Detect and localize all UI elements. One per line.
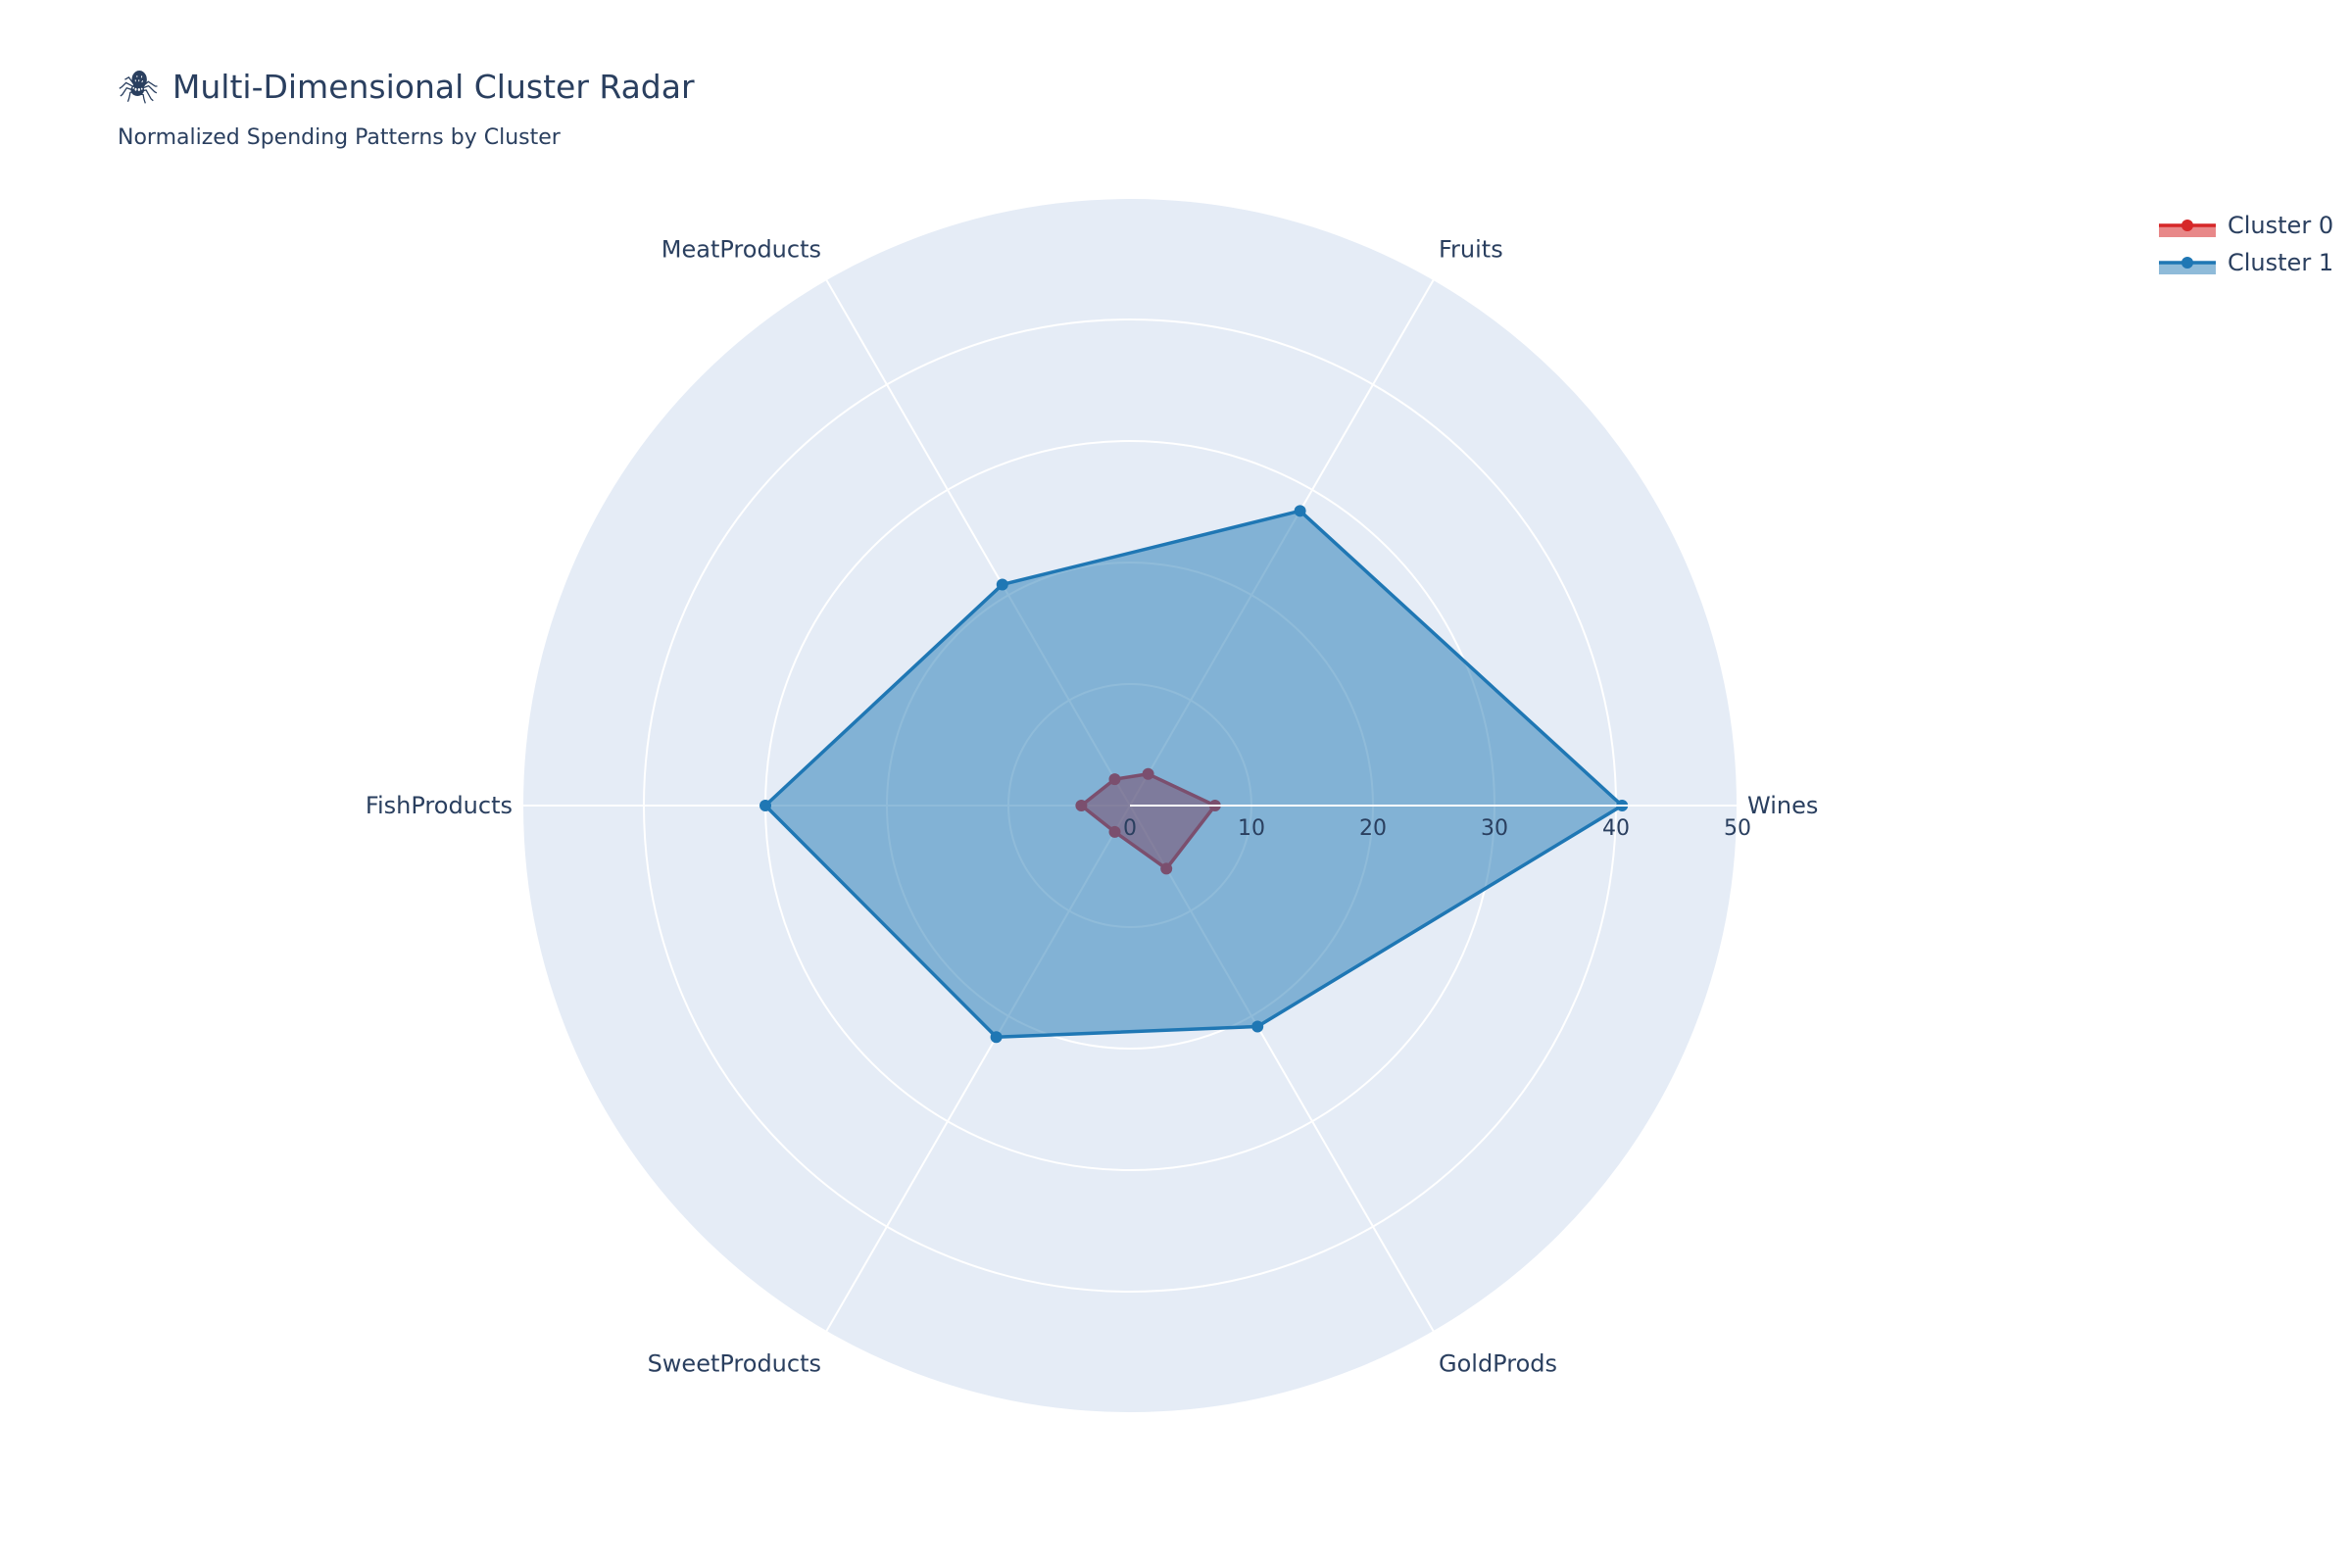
data-point — [760, 800, 771, 811]
data-point — [990, 1031, 1003, 1044]
radial-tick-label: 20 — [1359, 816, 1387, 841]
category-label: FishProducts — [366, 792, 513, 819]
data-point — [1294, 505, 1306, 517]
radial-tick-label: 10 — [1238, 816, 1265, 841]
chart-title: 🕷 Multi-Dimensional Cluster Radar — [118, 68, 695, 106]
category-label: MeatProducts — [662, 235, 821, 263]
radial-tick-label: 40 — [1602, 816, 1630, 841]
category-label: GoldProds — [1439, 1350, 1557, 1378]
category-label: SweetProducts — [648, 1350, 821, 1378]
category-label: Fruits — [1439, 235, 1503, 263]
legend-label: Cluster 0 — [2228, 212, 2333, 239]
legend-marker — [2181, 257, 2193, 269]
data-point — [1251, 1020, 1264, 1033]
spider-icon: 🕷 — [118, 68, 159, 106]
category-label: Wines — [1747, 792, 1818, 819]
data-point — [996, 578, 1008, 591]
legend-item[interactable]: Cluster 1 — [2159, 249, 2333, 276]
legend: Cluster 0 Cluster 1 — [2159, 212, 2333, 276]
chart-subtitle: Normalized Spending Patterns by Cluster — [118, 125, 562, 150]
legend-label: Cluster 1 — [2228, 249, 2333, 276]
radial-tick-label: 50 — [1724, 816, 1751, 841]
radial-tick-label: 30 — [1481, 816, 1508, 841]
legend-marker — [2181, 220, 2193, 231]
legend-item[interactable]: Cluster 0 — [2159, 212, 2333, 239]
radial-tick-label: 0 — [1123, 816, 1137, 841]
